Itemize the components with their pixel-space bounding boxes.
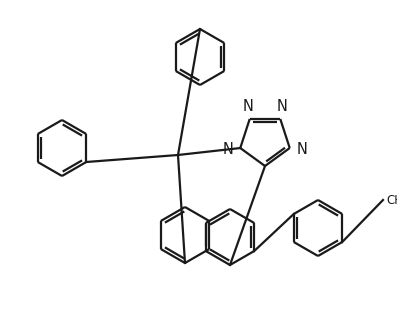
Text: N: N <box>277 99 288 114</box>
Text: N: N <box>242 99 253 114</box>
Text: CH₃: CH₃ <box>386 193 397 207</box>
Text: N: N <box>222 141 233 157</box>
Text: N: N <box>297 141 308 157</box>
